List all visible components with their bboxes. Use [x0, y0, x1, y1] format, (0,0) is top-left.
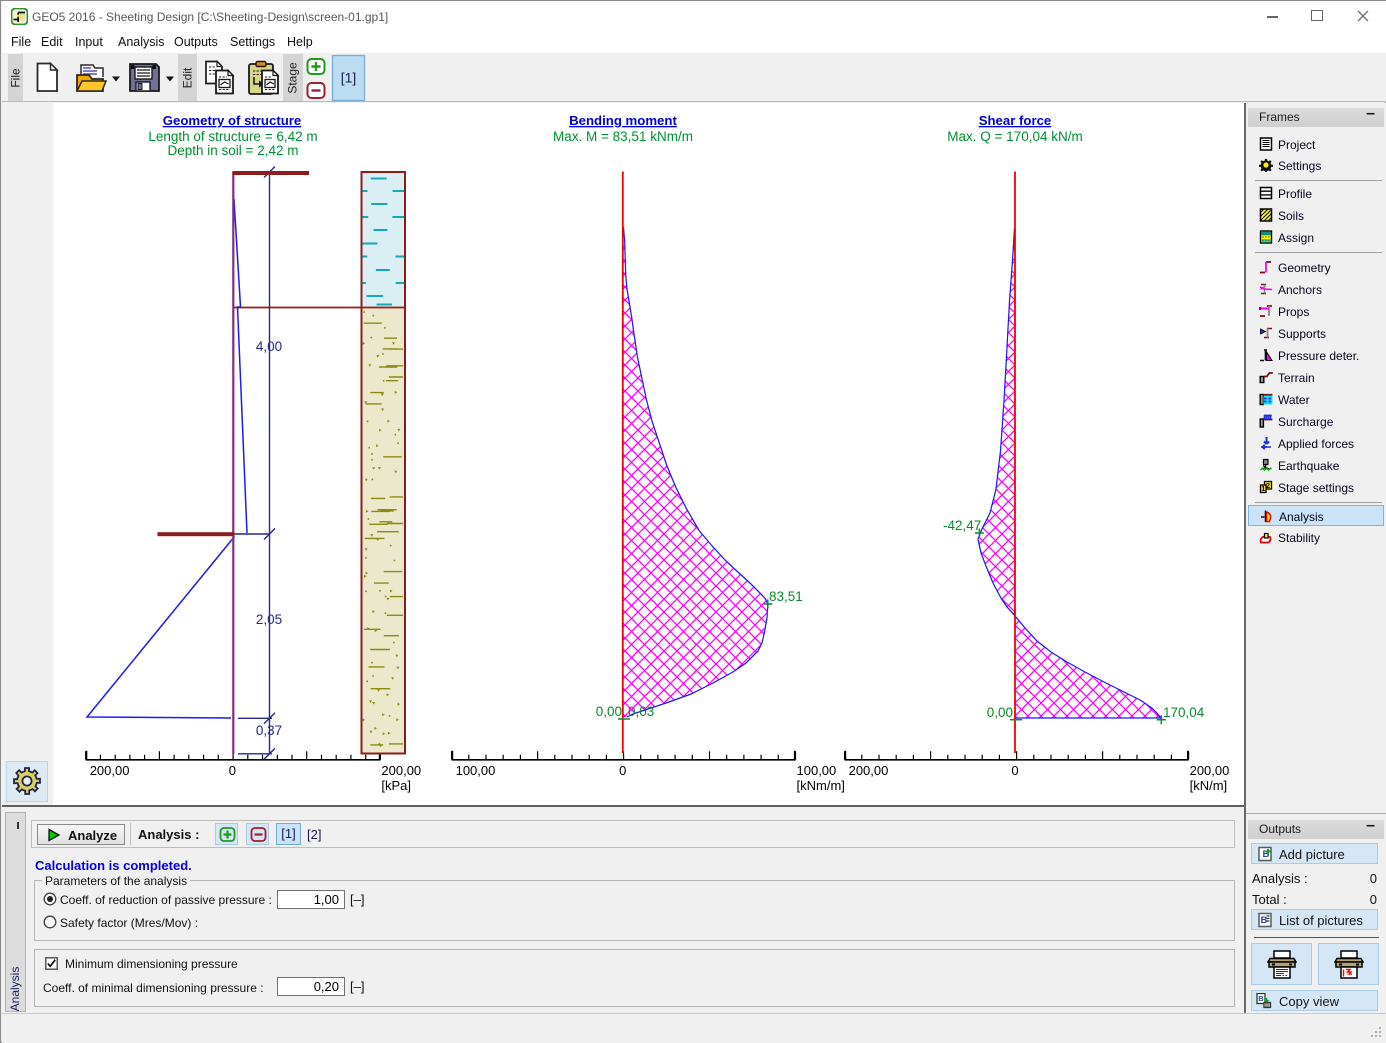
- svg-text:Shear force: Shear force: [979, 113, 1052, 128]
- svg-text:200,00: 200,00: [381, 763, 421, 778]
- svg-text:4,00: 4,00: [256, 339, 282, 354]
- svg-text:100,00: 100,00: [797, 763, 837, 778]
- svg-text:0,03: 0,03: [628, 704, 654, 719]
- svg-text:100,00: 100,00: [456, 763, 496, 778]
- svg-text:1: 1: [1261, 484, 1265, 493]
- svg-text:[1]: [1]: [341, 70, 357, 86]
- svg-text:0: 0: [1011, 763, 1018, 778]
- svg-text:[kPa]: [kPa]: [381, 778, 411, 793]
- svg-text:Length of structure = 6,42 m: Length of structure = 6,42 m: [148, 129, 317, 144]
- svg-text:200,00: 200,00: [849, 763, 889, 778]
- svg-text:200,00: 200,00: [1190, 763, 1230, 778]
- svg-text:B: B: [1258, 994, 1264, 1003]
- svg-text:2,05: 2,05: [256, 612, 282, 627]
- svg-text:Max. Q = 170,04 kN/m: Max. Q = 170,04 kN/m: [947, 129, 1082, 144]
- svg-text:Max. M = 83,51 kNm/m: Max. M = 83,51 kNm/m: [553, 129, 693, 144]
- svg-text:83,51: 83,51: [769, 589, 803, 604]
- svg-text:200,00: 200,00: [90, 763, 130, 778]
- svg-text:B: B: [1261, 915, 1268, 926]
- svg-text:0,00: 0,00: [596, 704, 622, 719]
- svg-text:170,04: 170,04: [1163, 705, 1205, 720]
- svg-text:0: 0: [229, 763, 236, 778]
- svg-text:Geometry of structure: Geometry of structure: [163, 113, 302, 128]
- svg-text:[kN/m]: [kN/m]: [1190, 778, 1228, 793]
- svg-text:B: B: [1263, 849, 1270, 860]
- svg-text:0,00: 0,00: [987, 705, 1013, 720]
- svg-text:0: 0: [619, 763, 626, 778]
- svg-text:Bending moment: Bending moment: [569, 113, 677, 128]
- svg-text:2: 2: [1266, 481, 1270, 490]
- svg-text:Depth in soil = 2,42 m: Depth in soil = 2,42 m: [168, 143, 299, 158]
- svg-text:-42,47: -42,47: [943, 518, 981, 533]
- svg-text:[kNm/m]: [kNm/m]: [797, 778, 845, 793]
- svg-text:0,37: 0,37: [256, 723, 282, 738]
